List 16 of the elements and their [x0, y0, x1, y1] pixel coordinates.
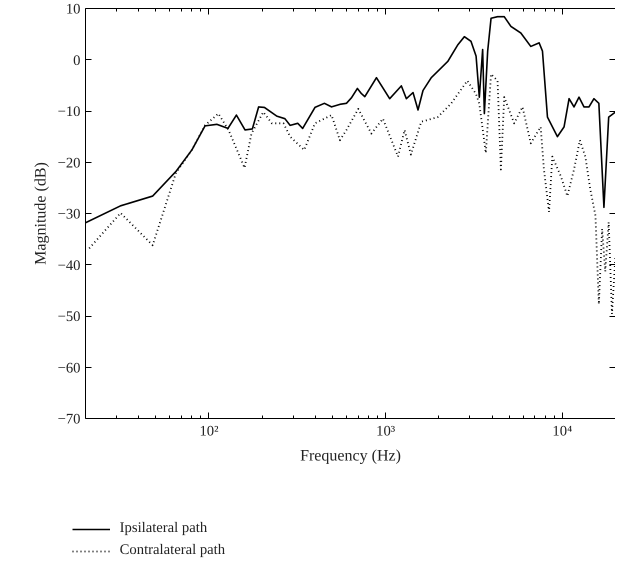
y-tick-label: −20 — [58, 155, 80, 172]
y-axis-title: Magnitude (dB) — [32, 162, 50, 265]
x-axis-title: Frequency (Hz) — [300, 448, 401, 464]
y-tick-label: 10 — [66, 2, 80, 18]
x-tick-label: 10³ — [376, 424, 396, 440]
y-tick-label: −30 — [58, 206, 80, 222]
y-tick-label: −40 — [58, 258, 80, 274]
y-tick-label: 0 — [73, 52, 80, 69]
y-tick-label: −10 — [58, 104, 80, 120]
x-tick-label: 10² — [199, 424, 220, 440]
legend-label: Ipsilateral path — [120, 520, 208, 537]
y-tick-label: −70 — [58, 412, 80, 428]
y-tick-label: −50 — [58, 309, 80, 325]
x-tick-label: 10⁴ — [552, 424, 572, 440]
legend-label: Contralateral path — [120, 542, 226, 559]
y-tick-label: −60 — [58, 360, 80, 376]
